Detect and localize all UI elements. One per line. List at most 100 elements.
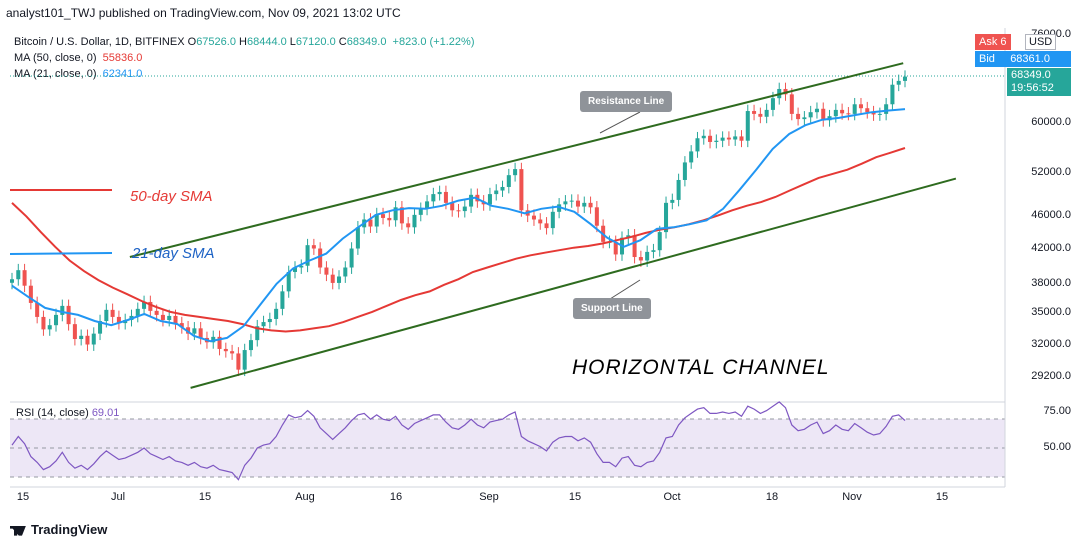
tradingview-logo-icon — [10, 525, 26, 536]
brand-label: TradingView — [31, 522, 108, 537]
candle — [41, 316, 46, 330]
rsi-legend: RSI (14, close) 69.01 — [16, 407, 119, 419]
candle — [645, 251, 650, 261]
candle — [745, 111, 750, 141]
ma50-value: 55836.0 — [102, 52, 143, 64]
price-tick: 46000.0 — [1031, 209, 1071, 222]
open-label: O — [187, 36, 197, 48]
currency-button[interactable]: USD — [1025, 34, 1057, 50]
candle — [550, 211, 555, 229]
candle — [682, 162, 687, 180]
candle — [22, 270, 27, 286]
resistance-label: Resistance Line — [580, 91, 673, 112]
ohlc-legend: Bitcoin / U.S. Dollar, 1D, BITFINEX O675… — [14, 36, 474, 48]
candle — [104, 309, 109, 322]
candle — [318, 248, 323, 268]
candle — [217, 336, 222, 349]
candle — [739, 136, 744, 141]
candle — [770, 98, 775, 110]
candle — [538, 219, 543, 224]
candle — [236, 353, 241, 370]
candle — [752, 111, 757, 114]
candle — [858, 104, 863, 109]
candle — [626, 235, 631, 238]
candle — [821, 108, 826, 121]
candle — [337, 276, 342, 283]
candle — [85, 335, 90, 345]
candle — [789, 94, 794, 114]
rsi-value: 69.01 — [91, 407, 120, 419]
candle — [110, 309, 115, 317]
candle — [582, 202, 587, 207]
candle — [255, 326, 260, 341]
ask-value: 6 — [1000, 36, 1007, 48]
candle — [292, 267, 298, 272]
candle — [450, 202, 455, 211]
candle — [695, 138, 700, 152]
rsi-tick: 75.00 — [1043, 405, 1071, 417]
candle — [506, 175, 511, 187]
tradingview-brand[interactable]: TradingView — [10, 522, 107, 537]
candle — [720, 137, 725, 141]
candle — [72, 324, 77, 340]
time-tick: 15 — [568, 491, 582, 503]
candle — [381, 214, 386, 218]
candle — [230, 351, 235, 354]
candle — [890, 84, 895, 105]
candle — [563, 201, 568, 205]
candle — [871, 112, 876, 115]
high-value: 68444.0 — [246, 36, 287, 48]
candle — [355, 227, 360, 249]
high-label: H — [239, 36, 247, 48]
candle — [689, 151, 694, 163]
sma50-annotation: 50-day SMA — [130, 188, 213, 205]
candle — [569, 200, 574, 202]
candle — [664, 202, 669, 233]
bid-tag: Bid 68361.0 — [975, 51, 1071, 67]
candle — [500, 186, 505, 191]
candle — [60, 305, 65, 315]
candle — [274, 308, 279, 319]
price-tick: 60000.0 — [1031, 115, 1071, 128]
price-tick: 52000.0 — [1031, 166, 1071, 179]
low-value: 67120.0 — [295, 36, 336, 48]
symbol-label: Bitcoin / U.S. Dollar, 1D, BITFINEX — [14, 36, 185, 48]
price-tick: 29200.0 — [1031, 369, 1071, 382]
candle — [469, 194, 474, 207]
candle — [387, 217, 392, 221]
rsi-line — [11, 401, 906, 481]
candle — [399, 207, 404, 224]
candle — [343, 267, 348, 277]
candle — [902, 76, 908, 81]
candle — [198, 328, 203, 338]
price-tick: 35000.0 — [1031, 305, 1071, 318]
candle — [135, 308, 140, 316]
candle — [286, 271, 291, 292]
ma21-value: 62341.0 — [102, 68, 143, 80]
ask-tag: Ask 6 — [975, 34, 1011, 50]
last-price-tag: 68349.0 19:56:52 — [1007, 68, 1071, 96]
ma50-label: MA (50, close, 0) — [14, 52, 97, 64]
candle — [443, 191, 448, 203]
candle — [726, 137, 731, 140]
candle — [437, 191, 442, 195]
support-line — [190, 177, 957, 389]
candle — [758, 113, 763, 117]
candle — [374, 214, 379, 227]
candle — [368, 219, 373, 227]
candle — [651, 250, 656, 252]
rsi-tick: 50.00 — [1043, 441, 1071, 453]
channel-title: HORIZONTAL CHANNEL — [572, 356, 830, 379]
candle — [865, 108, 870, 113]
last-price-value: 68349.0 — [1011, 69, 1051, 81]
candle — [66, 305, 71, 325]
support-label: Support Line — [573, 298, 651, 319]
candle — [513, 169, 518, 176]
bid-value: 68361.0 — [1010, 53, 1050, 65]
candle — [98, 321, 103, 334]
candle — [154, 310, 159, 315]
candle — [494, 190, 499, 195]
ask-label: Ask — [979, 36, 998, 48]
candle — [714, 140, 719, 142]
